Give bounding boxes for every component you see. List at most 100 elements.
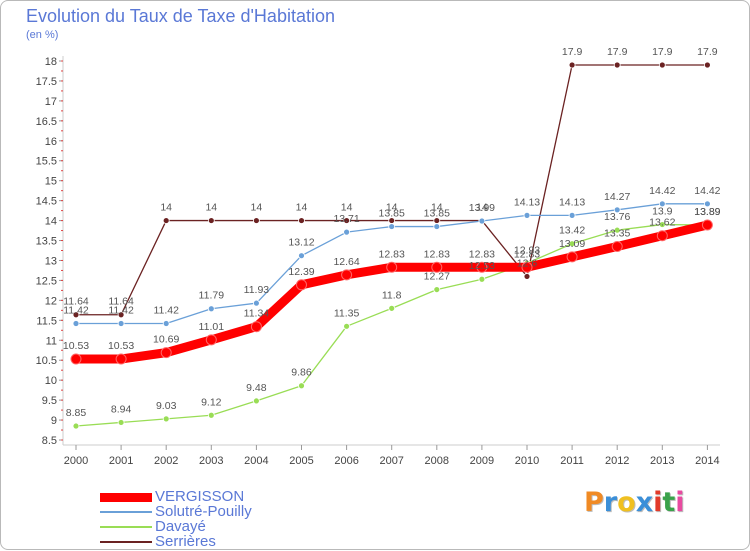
data-label-serri-res: 14: [341, 202, 353, 214]
data-label-serri-res: 14: [431, 202, 443, 214]
data-label-serri-res: 12.6: [517, 257, 538, 269]
x-tick-label: 2007: [379, 455, 403, 467]
y-tick-label: 11.5: [36, 315, 57, 327]
data-point-vergisson: [341, 269, 353, 281]
data-label-vergisson: 13.62: [649, 217, 675, 229]
data-label-vergisson: 13.89: [694, 206, 720, 218]
x-tick-label: 2005: [289, 455, 313, 467]
proxiti-logo: Proxiti: [584, 487, 685, 518]
y-tick-label: 15.5: [36, 156, 57, 168]
x-tick-label: 2014: [695, 455, 719, 467]
data-point-serri-res: [658, 61, 666, 69]
data-label-davay-: 13.89: [694, 206, 720, 218]
data-label-solutr-pouilly: 13.85: [379, 208, 405, 220]
data-point-serri-res: [298, 217, 305, 224]
y-tick-label: 17.5: [36, 76, 57, 88]
y-tick-label: 10.5: [36, 355, 57, 367]
data-label-serri-res: 11.64: [63, 296, 89, 308]
data-label-solutr-pouilly: 11.42: [153, 305, 179, 317]
legend-label-serrieres: Serrières: [155, 533, 216, 550]
x-tick-label: 2002: [154, 455, 178, 467]
logo-letter: x: [635, 487, 654, 518]
data-label-davay-: 8.94: [111, 403, 132, 415]
data-label-solutr-pouilly: 14.27: [604, 191, 630, 203]
x-tick-label: 2010: [515, 455, 539, 467]
data-label-vergisson: 13.09: [559, 238, 585, 250]
logo-letter: i: [675, 487, 685, 518]
data-label-solutr-pouilly: 11.42: [63, 305, 89, 317]
data-point-vergisson: [521, 261, 533, 273]
data-label-serri-res: 14: [251, 202, 263, 214]
data-label-davay-: 12.53: [469, 260, 495, 272]
data-label-solutr-pouilly: 13.99: [469, 202, 495, 214]
data-label-vergisson: 12.83: [379, 248, 405, 260]
x-tick-label: 2001: [109, 455, 133, 467]
data-point-solutr-pouilly: [117, 320, 125, 327]
x-tick-label: 2003: [199, 455, 223, 467]
y-tick-label: 12.5: [36, 275, 57, 287]
data-label-serri-res: 17.9: [652, 46, 673, 58]
data-label-davay-: 11.35: [334, 307, 360, 319]
data-point-davay-: [72, 422, 80, 430]
y-tick-label: 13: [45, 255, 57, 267]
series-lines: [70, 61, 713, 430]
y-tick-label: 10: [45, 375, 57, 387]
data-point-davay-: [613, 226, 621, 234]
data-label-serri-res: 14: [476, 202, 488, 214]
data-point-vergisson: [160, 347, 172, 359]
data-label-serri-res: 14: [296, 202, 308, 214]
data-point-serri-res: [252, 217, 260, 224]
data-point-vergisson: [431, 261, 443, 273]
data-label-vergisson: 13.35: [604, 228, 630, 240]
data-label-vergisson: 10.53: [63, 340, 89, 352]
data-point-davay-: [478, 275, 486, 283]
data-label-serri-res: 17.9: [697, 46, 718, 58]
data-point-davay-: [252, 397, 260, 405]
data-label-vergisson: 12.83: [424, 248, 450, 260]
y-tick-label: 18: [45, 56, 57, 68]
y-tick-label: 14.5: [36, 196, 57, 208]
legend-swatch-vergisson: [100, 493, 152, 502]
data-point-solutr-pouilly: [704, 200, 711, 208]
legend-swatch-serrieres: [100, 541, 152, 543]
data-point-solutr-pouilly: [388, 223, 396, 230]
x-tick-label: 2008: [425, 455, 449, 467]
data-label-vergisson: 11.01: [199, 321, 225, 333]
legend-label-solutre-pouilly: Solutré-Pouilly: [155, 503, 252, 520]
x-tick-label: 2011: [560, 455, 584, 467]
logo-letter: t: [662, 487, 676, 518]
data-point-solutr-pouilly: [207, 305, 215, 313]
legend-label-vergisson: VERGISSON: [155, 488, 245, 505]
data-point-vergisson: [701, 219, 713, 231]
data-label-serri-res: 17.9: [607, 46, 628, 58]
data-point-vergisson: [566, 251, 578, 263]
data-label-davay-: 9.03: [156, 400, 177, 412]
data-point-vergisson: [115, 353, 127, 365]
data-point-solutr-pouilly: [162, 320, 170, 327]
data-point-davay-: [568, 240, 576, 248]
y-tick-label: 9.5: [42, 395, 57, 407]
y-tick-label: 17: [45, 96, 57, 108]
logo-letter: i: [653, 487, 663, 518]
data-point-solutr-pouilly: [478, 217, 486, 225]
data-point-solutr-pouilly: [568, 211, 576, 219]
data-label-davay-: 9.48: [246, 382, 267, 394]
x-tick-label: 2006: [334, 455, 358, 467]
data-point-davay-: [162, 415, 170, 423]
data-point-serri-res: [343, 217, 351, 224]
data-point-serri-res: [207, 217, 215, 224]
data-point-serri-res: [613, 61, 621, 69]
axes: 8.5 9 9.5 10 10.5 11 11.5 12 12.5 13 13.5 14 14.5 15 1…: [36, 56, 720, 467]
data-label-davay-: 11.8: [382, 289, 402, 301]
data-label-vergisson: 10.53: [108, 340, 134, 352]
x-tick-label: 2000: [64, 455, 88, 467]
x-tick-label: 2004: [244, 455, 268, 467]
data-point-serri-res: [162, 217, 170, 224]
y-tick-label: 8.5: [42, 435, 57, 447]
data-label-vergisson: 12.64: [333, 256, 359, 268]
data-point-serri-res: [72, 311, 80, 319]
data-label-davay-: 13.42: [559, 225, 585, 237]
data-label-solutr-pouilly: 11.93: [244, 284, 270, 296]
